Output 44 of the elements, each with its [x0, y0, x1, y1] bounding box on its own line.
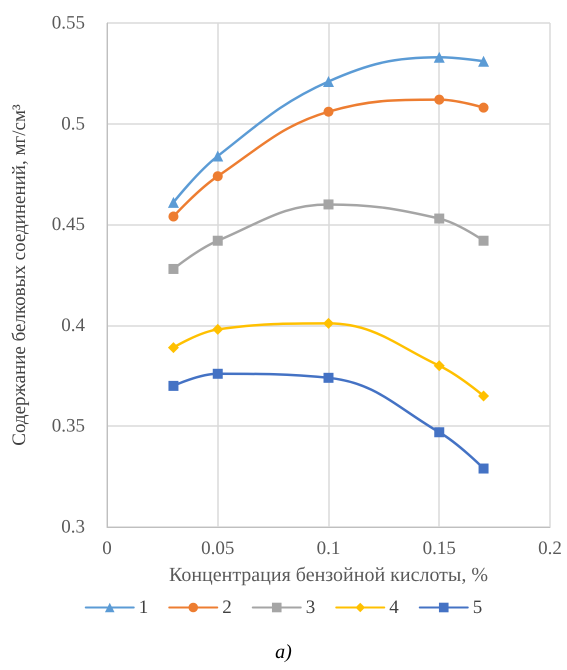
- point: [478, 236, 489, 246]
- point: [478, 390, 490, 402]
- x-tick-label: 0: [102, 538, 112, 559]
- legend-label: 3: [306, 597, 316, 618]
- point: [168, 342, 179, 354]
- point: [434, 360, 445, 372]
- legend-label: 1: [138, 597, 148, 618]
- x-tick-label: 0.15: [422, 538, 456, 559]
- point: [212, 324, 224, 335]
- legend-label: 2: [222, 597, 232, 618]
- point: [212, 368, 223, 379]
- point: [478, 102, 489, 113]
- point: [168, 380, 178, 391]
- point: [323, 76, 334, 87]
- point: [212, 171, 223, 182]
- y-tick-label: 0.45: [52, 214, 85, 236]
- point: [168, 196, 179, 208]
- legend-label: 5: [472, 597, 482, 618]
- point: [434, 94, 444, 105]
- legend-label: 4: [389, 597, 400, 618]
- x-axis-title: Концентрация бензойной кислоты, %: [168, 564, 488, 586]
- point: [212, 150, 224, 162]
- point: [324, 372, 334, 383]
- point: [212, 236, 223, 246]
- point: [478, 56, 490, 67]
- x-tick-label: 0.1: [316, 538, 340, 559]
- point: [168, 212, 178, 222]
- y-tick-label: 0.5: [61, 113, 85, 134]
- y-tick-label: 0.35: [52, 416, 85, 437]
- point: [324, 106, 334, 117]
- point: [168, 264, 178, 274]
- point: [434, 427, 444, 438]
- point: [434, 52, 445, 63]
- x-tick-label: 0.2: [538, 538, 562, 559]
- x-tick-label: 0.05: [201, 538, 234, 559]
- point: [323, 318, 334, 329]
- point: [478, 464, 489, 474]
- y-tick-label: 0.4: [61, 314, 86, 336]
- y-tick-label: 0.3: [61, 516, 85, 538]
- y-tick-label: 0.55: [52, 12, 85, 34]
- y-axis-title: Содержание белковых соединений, мг/см³: [9, 104, 30, 446]
- point: [434, 214, 444, 224]
- point: [324, 199, 334, 210]
- text: a): [275, 641, 292, 663]
